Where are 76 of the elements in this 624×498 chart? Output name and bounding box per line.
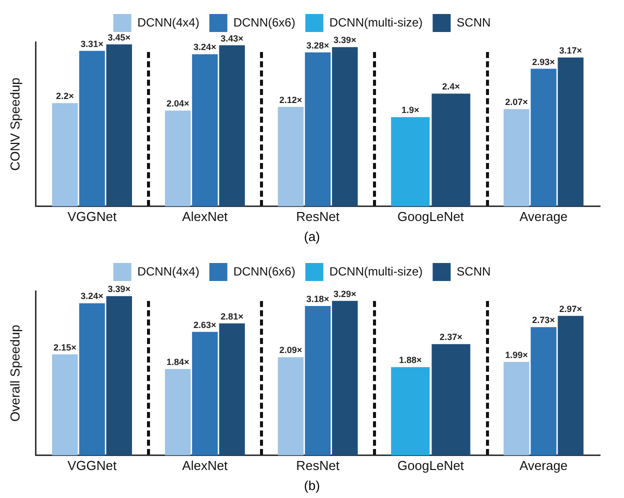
x-tick-label: VGGNet [67,208,117,224]
data-label: 2.37× [440,332,462,342]
legend-label: DCNN(multi-size) [329,264,423,278]
x-tick-label: ResNet [296,208,340,224]
bar [192,54,218,206]
data-label: 2.15× [54,342,76,352]
bar [219,45,245,206]
data-label: 2.73× [532,315,555,326]
legend-label: DCNN(6x6) [233,264,296,278]
x-tick-label: GoogLeNet [397,208,464,224]
legend-label: SCNN [456,264,491,278]
bar [304,306,331,456]
data-label: 3.45× [108,32,131,42]
bar [192,332,218,456]
bar [106,44,132,206]
data-label: 3.17× [559,45,582,56]
data-label: 3.24× [194,42,216,52]
data-label: 3.39× [334,35,356,46]
bar [164,110,191,206]
bar [332,47,358,206]
data-label: 1.84× [166,356,190,367]
bar [504,109,530,206]
data-label: 2.97× [559,304,582,314]
data-label: 3.29× [334,288,356,299]
bar [52,103,78,206]
data-label: 3.24× [80,291,104,302]
legend-label: DCNN(multi-size) [329,15,423,30]
legend-label: DCNN(4x4) [137,15,200,30]
bar [304,52,331,206]
data-label: 1.9× [401,105,420,116]
data-label: 1.88× [398,355,422,366]
bar [278,357,304,456]
bar [332,300,358,456]
legend-label: SCNN [456,15,491,30]
data-label: 2.07× [505,97,528,108]
bar [558,316,584,456]
data-label: 2.63× [194,320,216,330]
data-label: 2.04× [166,98,190,109]
bar [52,354,78,456]
x-tick-label: Average [519,458,568,473]
x-tick-label: GoogLeNet [397,458,464,473]
data-label: 2.2× [56,91,74,102]
x-tick-label: VGGNet [67,458,117,473]
text: (a) [303,229,321,244]
bar [106,296,132,456]
bar [79,50,105,206]
bar [391,367,430,456]
data-label: 3.43× [220,33,244,44]
data-label: 2.09× [279,345,302,356]
x-tick-label: AlexNet [182,458,228,473]
bar [219,323,245,456]
y-axis-title: Overall Speedup [7,324,22,422]
bar [79,303,105,456]
bar [504,362,530,456]
data-label: 3.18× [306,294,330,304]
bar [530,68,556,206]
bar [530,327,556,456]
data-label: 2.4× [442,82,460,92]
data-label: 3.28× [306,40,330,50]
data-label: 2.93× [532,56,555,67]
bar [391,117,430,206]
x-tick-label: ResNet [296,458,340,473]
x-tick-label: AlexNet [182,208,228,224]
legend-label: DCNN(4x4) [137,264,200,278]
text: (b) [303,478,321,493]
bar [278,106,304,206]
bar [558,58,584,206]
x-tick-label: Average [519,208,568,224]
legend-label: DCNN(6x6) [233,15,296,30]
data-label: 1.99× [505,350,528,360]
y-axis-title: CONV Speedup [7,78,22,171]
data-label: 2.81× [220,311,244,322]
data-label: 3.31× [80,38,104,49]
data-label: 3.39× [108,284,131,294]
bar [164,368,191,456]
data-label: 2.12× [279,94,302,105]
